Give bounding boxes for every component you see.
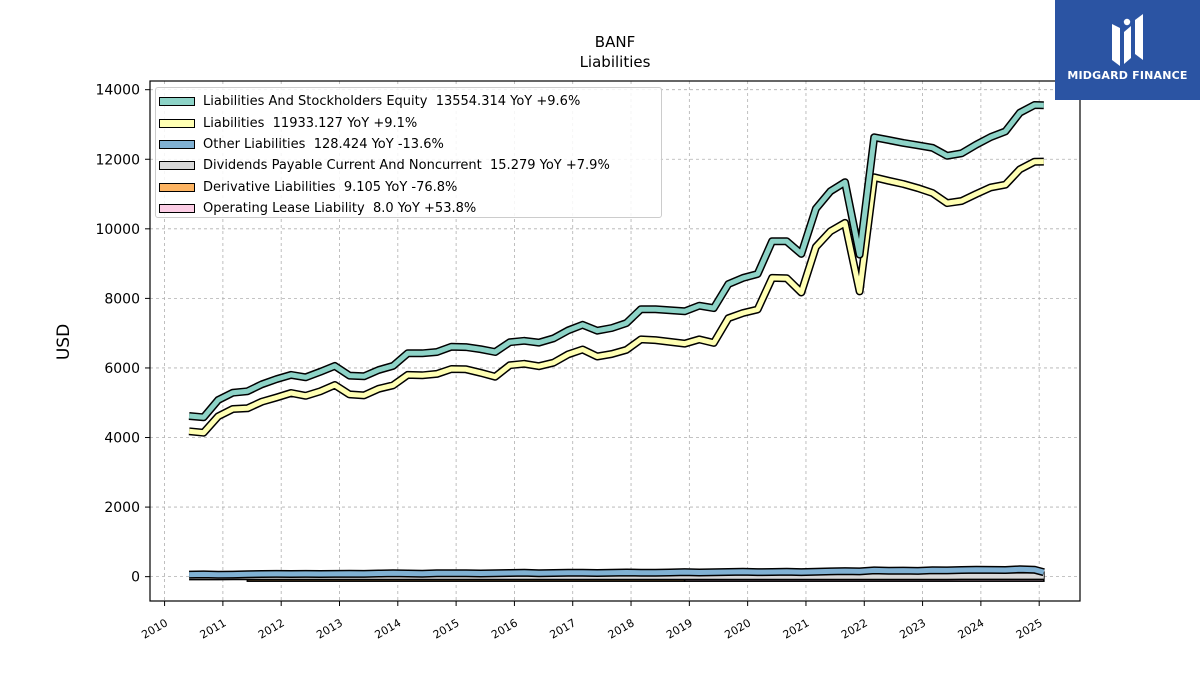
legend-swatch: [159, 139, 195, 149]
legend-label: Other Liabilities: [203, 136, 306, 152]
y-axis-label: USD: [54, 324, 74, 360]
x-tick-label: 2014: [373, 616, 404, 641]
y-tick-label: 8000: [104, 291, 140, 307]
legend-swatch: [159, 118, 195, 128]
legend-value: 11933.127 YoY +9.1%: [272, 115, 418, 131]
y-tick-label: 12000: [95, 152, 140, 168]
brand-logo: MIDGARD FINANCE: [1055, 0, 1200, 100]
plot-frame: [149, 80, 1081, 602]
x-tick-label: 2010: [139, 616, 170, 641]
legend-label: Operating Lease Liability: [203, 201, 365, 217]
x-tick-label: 2012: [256, 616, 287, 641]
y-tick-label: 6000: [104, 361, 140, 377]
legend-value: 8.0 YoY +53.8%: [372, 201, 477, 217]
logo-text: MIDGARD FINANCE: [1067, 69, 1188, 82]
x-tick-label: 2020: [722, 616, 753, 641]
legend: Liabilities And Stockholders Equity 1355…: [155, 87, 662, 218]
x-tick-label: 2017: [547, 616, 578, 641]
legend-item: Dividends Payable Current And Noncurrent…: [159, 155, 661, 176]
x-tick-label: 2013: [314, 616, 345, 641]
legend-item: Liabilities And Stockholders Equity 1355…: [159, 91, 661, 112]
legend-label: Dividends Payable Current And Noncurrent: [203, 158, 482, 174]
y-tick-label: 14000: [95, 83, 140, 99]
y-tick-label: 0: [131, 570, 140, 586]
series-line-2: [189, 566, 1045, 578]
x-tick-label: 2022: [839, 616, 870, 641]
logo-mark-icon: [1112, 14, 1143, 66]
legend-item: Liabilities 11933.127 YoY +9.1%: [159, 112, 661, 133]
legend-label: Derivative Liabilities: [203, 179, 336, 195]
x-tick-label: 2023: [897, 616, 928, 641]
legend-item: Operating Lease Liability 8.0 YoY +53.8%: [159, 198, 661, 219]
legend-swatch: [159, 204, 195, 214]
x-tick-label: 2024: [956, 616, 987, 641]
legend-swatch: [159, 161, 195, 171]
legend-value: 9.105 YoY -76.8%: [343, 179, 458, 195]
x-tick-label: 2019: [664, 616, 695, 641]
y-tick-label: 4000: [104, 431, 140, 447]
x-tick-label: 2016: [489, 616, 520, 641]
y-tick-label: 2000: [104, 500, 140, 516]
legend-label: Liabilities And Stockholders Equity: [203, 94, 428, 110]
x-tick-label: 2015: [431, 616, 462, 641]
x-tick-label: 2011: [198, 616, 229, 641]
chart-subtitle: Liabilities: [580, 53, 651, 71]
x-tick-label: 2021: [781, 616, 812, 641]
series-line-1: [188, 159, 1044, 436]
x-tick-label: 2025: [1014, 616, 1045, 641]
series-lines: [188, 101, 1045, 582]
series-line-0: [188, 102, 1044, 420]
legend-value: 13554.314 YoY +9.6%: [435, 94, 581, 110]
x-tick-label: 2018: [606, 616, 637, 641]
legend-swatch: [159, 97, 195, 107]
legend-swatch: [159, 182, 195, 192]
y-axis-ticks: 0 2000 4000 6000 8000 10000 12000 14000: [95, 83, 150, 586]
x-axis-ticks: 2010 2011 2012 2013 2014 2015 2016 2017 2018 2019…: [139, 601, 1045, 642]
chart-title: BANF: [595, 33, 635, 51]
y-tick-label: 10000: [95, 222, 140, 238]
legend-value: 128.424 YoY -13.6%: [313, 136, 444, 152]
legend-item: Other Liabilities 128.424 YoY -13.6%: [159, 134, 661, 155]
legend-label: Liabilities: [203, 115, 265, 131]
legend-value: 15.279 YoY +7.9%: [490, 158, 610, 174]
legend-item: Derivative Liabilities 9.105 YoY -76.8%: [159, 177, 661, 198]
